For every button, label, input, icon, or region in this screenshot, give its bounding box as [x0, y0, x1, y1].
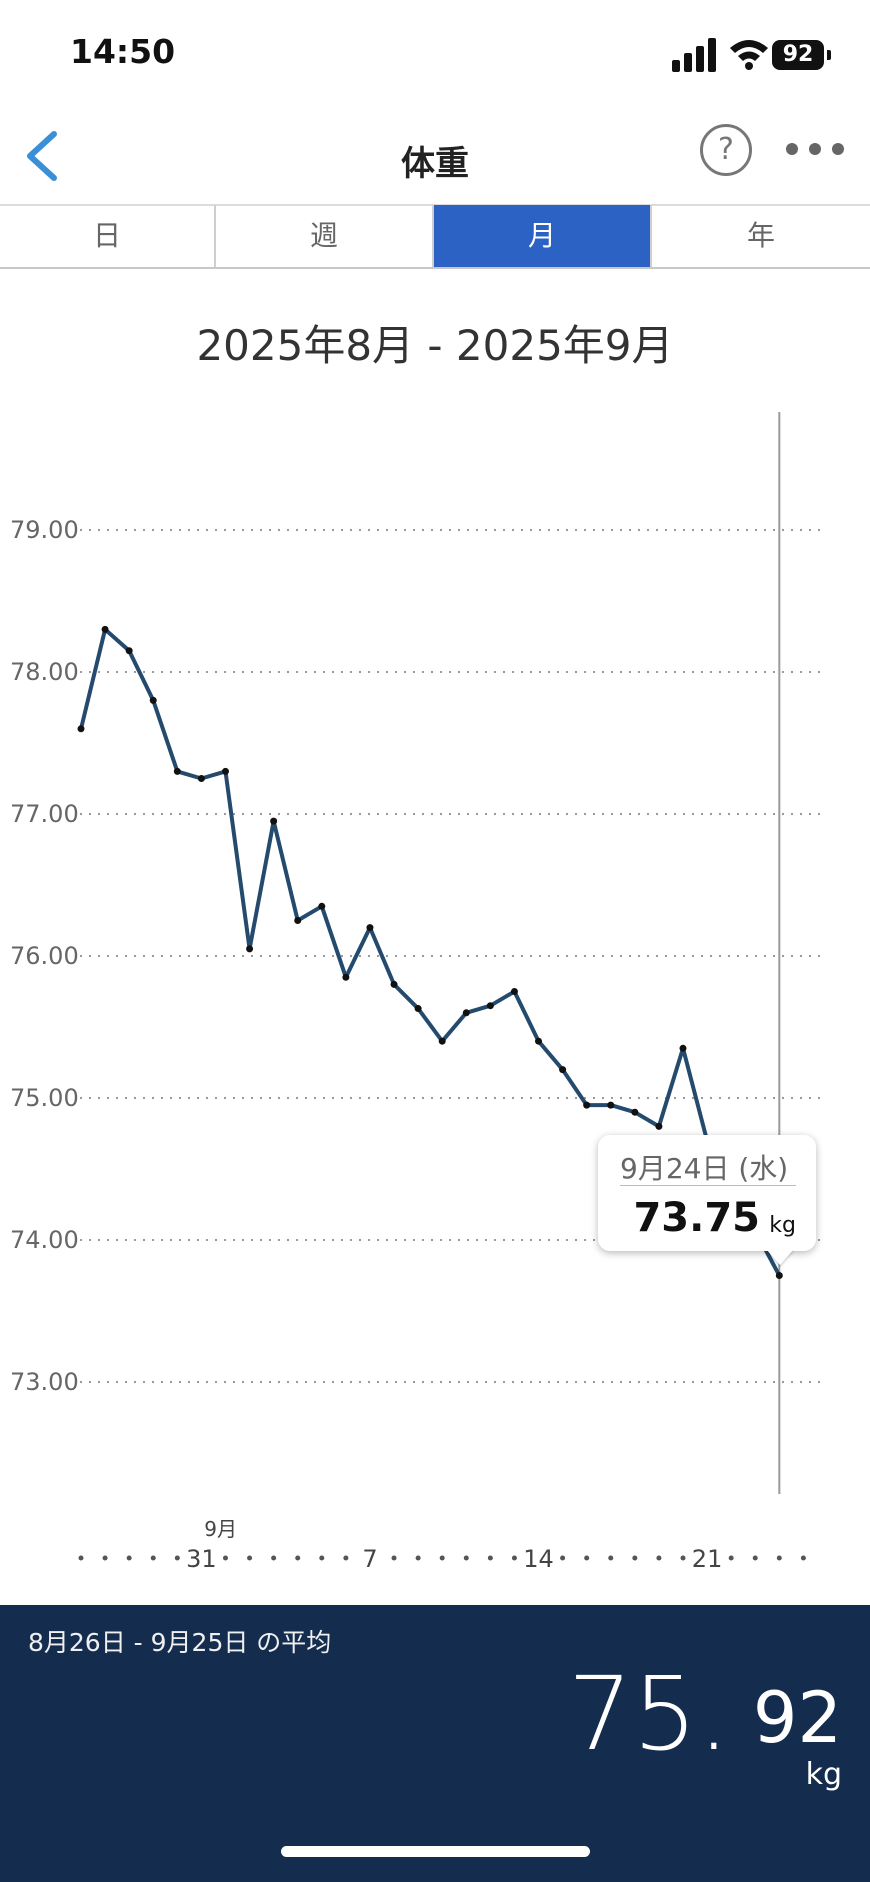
- home-indicator: [281, 1846, 590, 1857]
- x-tick-dot: [584, 1555, 590, 1561]
- average-period-label: 8月26日 - 9月25日 の平均: [28, 1628, 332, 1657]
- y-tick-label: 78.00: [10, 658, 79, 686]
- series-line: [79, 627, 782, 1277]
- battery-tip: [827, 50, 831, 60]
- x-tick-dot: [343, 1555, 349, 1561]
- help-icon[interactable]: ?: [700, 124, 752, 176]
- data-point: [390, 980, 398, 988]
- x-tick-dot: [247, 1555, 253, 1561]
- tab-day[interactable]: 日: [0, 205, 216, 267]
- data-point: [607, 1101, 615, 1109]
- average-unit: kg: [805, 1757, 842, 1792]
- data-point: [462, 1009, 470, 1017]
- x-tick-dot: [463, 1555, 469, 1561]
- data-point: [125, 647, 133, 655]
- x-tick-dot: [800, 1555, 806, 1561]
- tab-year[interactable]: 年: [746, 219, 775, 252]
- y-tick-label: 76.00: [10, 942, 79, 970]
- x-tick-dot: [439, 1555, 445, 1561]
- tooltip-value: 73.75: [633, 1195, 760, 1241]
- data-point: [510, 988, 518, 995]
- nav-bar: 体重 ?: [0, 110, 870, 206]
- average-value-integer: 75.: [567, 1655, 730, 1774]
- status-bar: 14:50 92: [0, 0, 870, 110]
- x-tick-dot: [391, 1555, 397, 1561]
- y-tick-label: 75.00: [10, 1084, 79, 1112]
- data-point: [679, 1044, 687, 1052]
- tooltip-divider: [620, 1185, 796, 1186]
- data-point: [221, 767, 229, 775]
- x-tick-dot: [728, 1555, 734, 1561]
- data-point: [173, 767, 181, 775]
- tab-month[interactable]: 月: [434, 205, 652, 267]
- data-point: [535, 1037, 543, 1045]
- x-tick-dot: [126, 1555, 132, 1561]
- data-point: [342, 973, 350, 981]
- data-point: [559, 1066, 567, 1074]
- data-point: [270, 817, 278, 825]
- period-tabs: 日 週 月 年: [0, 205, 870, 269]
- y-tick-label: 74.00: [10, 1226, 79, 1254]
- battery-icon: 92: [772, 40, 824, 70]
- tooltip-unit: kg: [769, 1213, 796, 1238]
- data-point: [631, 1108, 639, 1116]
- average-value-decimal: 92: [752, 1677, 842, 1759]
- x-tick-label: 21: [692, 1545, 723, 1573]
- status-time: 14:50: [70, 32, 176, 71]
- back-chevron-icon[interactable]: [18, 126, 68, 186]
- x-tick-label: 14: [523, 1545, 554, 1573]
- x-tick-dot: [656, 1555, 662, 1561]
- x-tick-dot: [415, 1555, 421, 1561]
- data-point: [197, 775, 205, 782]
- x-tick-dot: [295, 1555, 301, 1561]
- average-summary-panel: 8月26日 - 9月25日 の平均 75. 92 kg: [0, 1605, 870, 1882]
- x-tick-dot: [78, 1555, 84, 1561]
- x-month-label: 9月: [204, 1517, 237, 1541]
- x-tick-dot: [560, 1555, 566, 1561]
- data-point: [246, 945, 254, 953]
- data-point: [583, 1101, 591, 1109]
- page-title: 体重: [401, 144, 469, 184]
- weight-line-chart[interactable]: 79.00 78.00 77.00 76.00 75.00 74.00 73.00 31 7 14…: [0, 350, 870, 1600]
- data-point: [366, 924, 374, 932]
- more-options-icon[interactable]: [780, 140, 850, 160]
- tooltip-date: 9月24日 (水): [620, 1152, 789, 1185]
- data-point: [77, 725, 85, 733]
- x-tick-dot: [271, 1555, 277, 1561]
- x-tick-dot: [150, 1555, 156, 1561]
- data-point: [438, 1037, 446, 1045]
- x-tick-dot: [608, 1555, 614, 1561]
- tab-week[interactable]: 週: [216, 205, 434, 267]
- data-point: [318, 902, 326, 910]
- x-tick-dot: [487, 1555, 493, 1561]
- x-tick-dot: [632, 1555, 638, 1561]
- wifi-icon: [730, 40, 768, 70]
- data-point: [655, 1122, 663, 1130]
- data-point: [149, 696, 157, 704]
- data-point: [486, 1002, 494, 1010]
- cellular-signal-icon: [672, 38, 716, 72]
- x-tick-dot: [511, 1555, 517, 1561]
- x-tick-dot: [102, 1555, 108, 1561]
- data-point: [294, 917, 302, 924]
- data-point: [101, 625, 109, 633]
- x-tick-dot: [222, 1555, 228, 1561]
- x-tick-label: 31: [186, 1545, 217, 1573]
- x-tick-dot: [776, 1555, 782, 1561]
- x-tick-dot: [319, 1555, 325, 1561]
- x-tick-dot: [752, 1555, 758, 1561]
- x-tick-dot: [174, 1555, 180, 1561]
- y-tick-label: 73.00: [10, 1368, 79, 1396]
- data-point: [414, 1005, 422, 1013]
- data-point: [775, 1272, 783, 1279]
- y-tick-label: 79.00: [10, 516, 79, 544]
- x-tick-dot: [680, 1555, 686, 1561]
- date-range-label: 2025年8月 - 2025年9月: [196, 321, 674, 370]
- selected-point-tooltip: 9月24日 (水) 73.75 kg: [598, 1135, 816, 1251]
- tooltip-pointer: [766, 1249, 794, 1265]
- y-tick-label: 77.00: [10, 800, 79, 828]
- x-tick-label: 7: [362, 1545, 377, 1573]
